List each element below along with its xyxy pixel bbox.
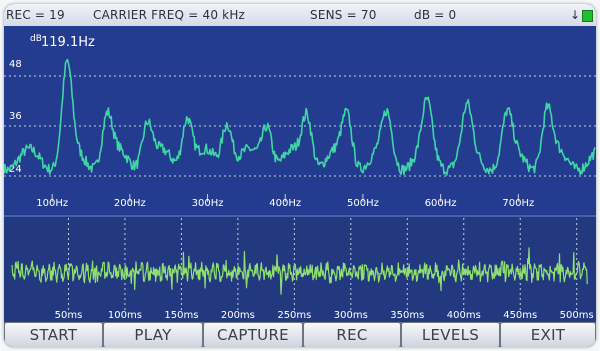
play-button[interactable]: PLAY [104, 323, 202, 347]
x-tick-label: 50ms [55, 310, 83, 321]
button-bar: START PLAY CAPTURE REC LEVELS EXIT [4, 322, 596, 347]
spectrum-grid [4, 75, 596, 202]
waveform-grid [67, 218, 578, 312]
y-tick-label: 36 [9, 111, 22, 122]
x-tick-label: 300ms [334, 310, 368, 321]
waveform-x-ticks: 50ms 100ms 150ms 200ms 250ms 300ms 350ms 400ms 4… [55, 310, 594, 321]
x-tick-label: 700Hz [502, 198, 534, 209]
spectrum-trace [4, 58, 596, 176]
download-arrow-icon: ↓ [570, 8, 581, 22]
peak-frequency-label: 119.1Hz [41, 35, 95, 50]
exit-button[interactable]: EXIT [501, 323, 595, 347]
y-tick-label: 48 [9, 59, 22, 70]
x-tick-label: 350ms [390, 310, 424, 321]
y-unit-label: dB [30, 34, 42, 44]
spectrum-x-ticks: 100Hz 200Hz 300Hz 400Hz 500Hz 600Hz 700Hz [36, 198, 534, 209]
x-tick-label: 200Hz [114, 198, 146, 209]
rec-button[interactable]: REC [304, 323, 400, 347]
x-tick-label: 150ms [164, 310, 198, 321]
x-tick-label: 400ms [447, 310, 481, 321]
capture-button[interactable]: CAPTURE [204, 323, 302, 347]
battery-icon [582, 10, 593, 22]
x-tick-label: 500ms [560, 310, 594, 321]
db-level: dB = 0 [414, 8, 457, 22]
x-tick-label: 100Hz [36, 198, 68, 209]
carrier-frequency: CARRIER FREQ = 40 kHz [93, 8, 246, 22]
x-tick-label: 600Hz [425, 198, 457, 209]
x-tick-label: 300Hz [192, 198, 224, 209]
x-tick-label: 200ms [221, 310, 255, 321]
start-button[interactable]: START [5, 323, 102, 347]
plot-area: dB 119.1Hz 48 36 24 100Hz 200Hz 300Hz 400Hz… [4, 26, 596, 322]
x-tick-label: 100ms [108, 310, 142, 321]
levels-button[interactable]: LEVELS [402, 323, 499, 347]
waveform-trace [11, 247, 588, 295]
x-tick-label: 450ms [503, 310, 537, 321]
x-tick-label: 400Hz [269, 198, 301, 209]
x-tick-label: 250ms [277, 310, 311, 321]
status-bar: REC = 19 CARRIER FREQ = 40 kHz SENS = 70… [4, 4, 596, 26]
sensitivity: SENS = 70 [310, 8, 377, 22]
rec-count: REC = 19 [6, 8, 65, 22]
x-tick-label: 500Hz [347, 198, 379, 209]
analyzer-screen: REC = 19 CARRIER FREQ = 40 kHz SENS = 70… [4, 4, 596, 347]
y-tick-label: 24 [9, 164, 22, 175]
